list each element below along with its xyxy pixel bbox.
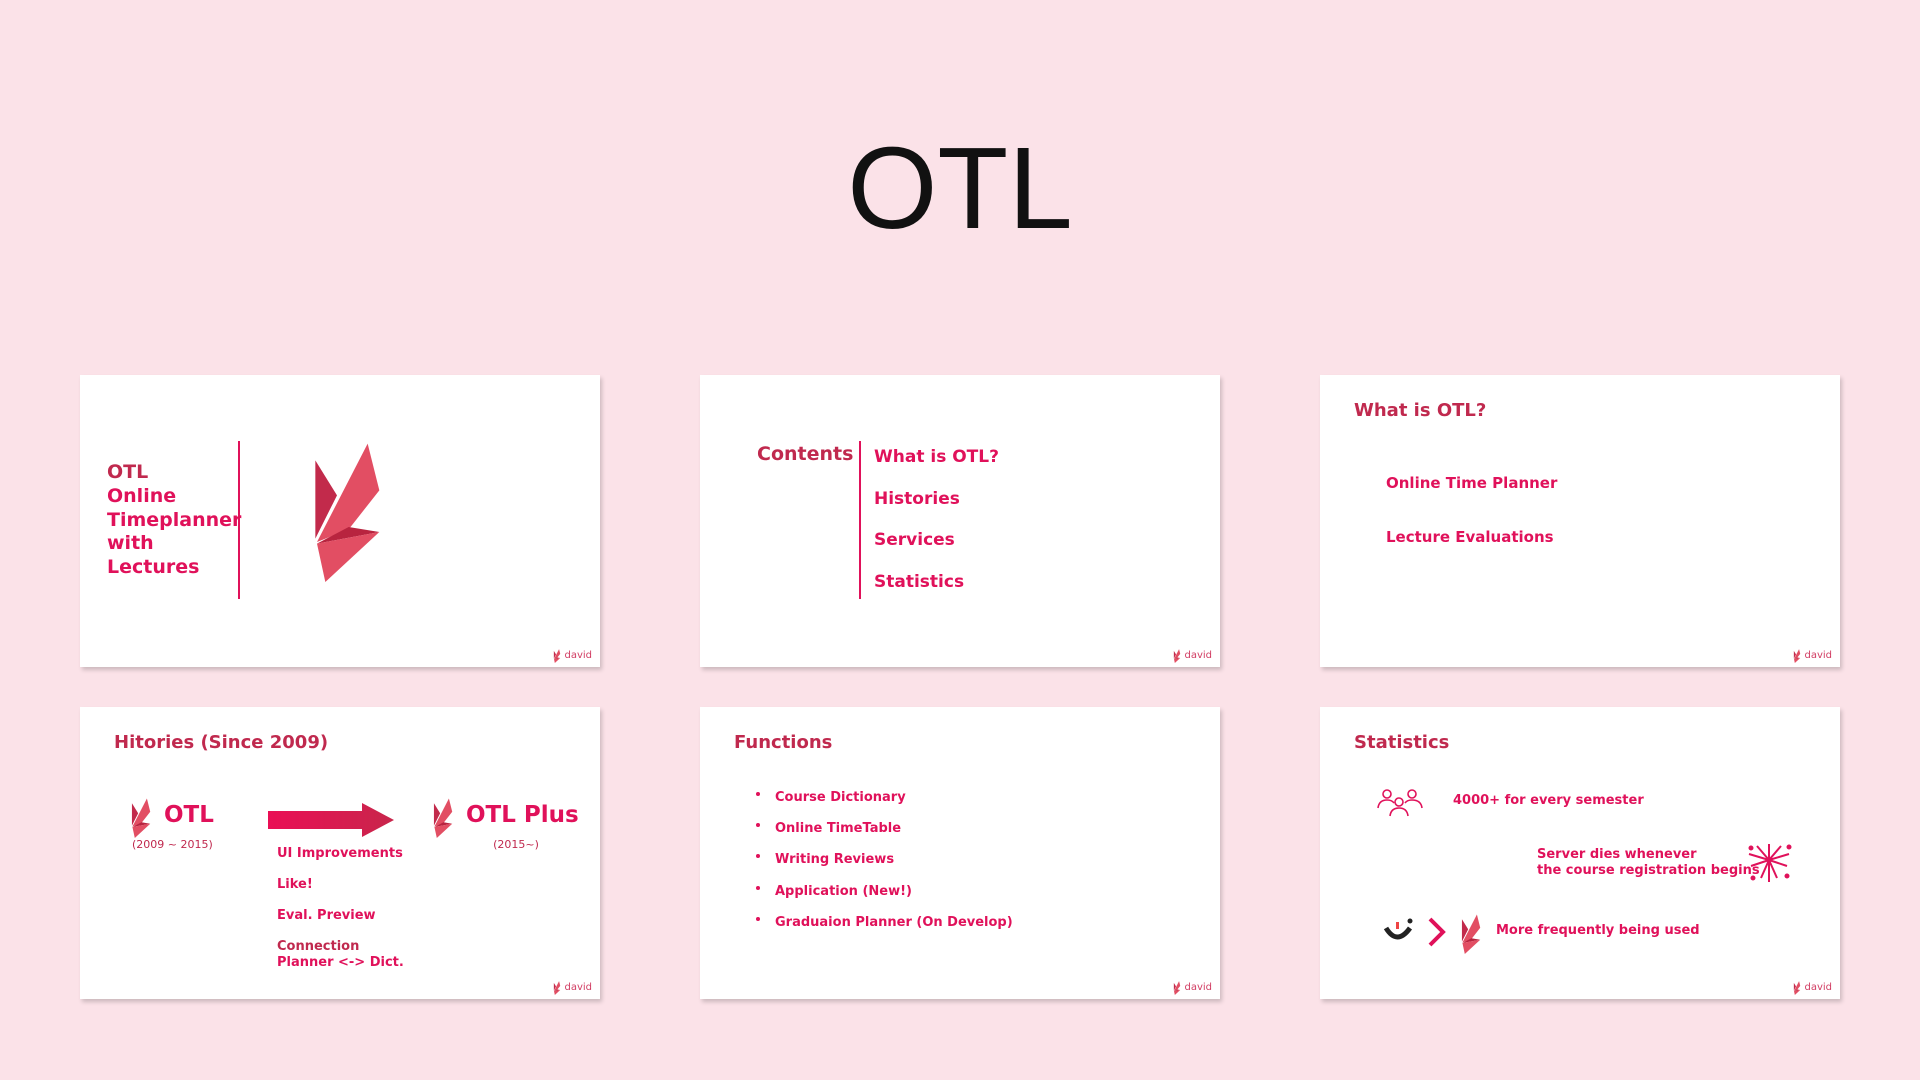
footer-brand: david xyxy=(553,979,592,993)
fireworks-icon xyxy=(1748,844,1792,882)
change-item: Like! xyxy=(277,877,313,892)
otl-logo-icon xyxy=(553,649,561,663)
otl-plus-name: OTL Plus xyxy=(466,802,579,828)
server-stat-line: Server dies whenever xyxy=(1537,847,1697,862)
otl-period: (2009 ~ 2015) xyxy=(132,838,213,851)
server-stat-line: the course registration begins xyxy=(1537,863,1760,878)
bullet xyxy=(756,854,760,858)
footer-brand: david xyxy=(1793,979,1832,993)
bullet xyxy=(756,917,760,921)
what-is-item: Online Time Planner xyxy=(1386,474,1558,492)
otl-logo-icon xyxy=(1793,981,1801,995)
slide-title: Functions xyxy=(734,732,833,753)
contents-item: Services xyxy=(874,530,955,550)
divider xyxy=(238,441,240,599)
otl-plus-period: (2015~) xyxy=(493,838,539,851)
change-item: Connection xyxy=(277,939,360,954)
bullet xyxy=(756,792,760,796)
cover-line: Online xyxy=(107,485,177,507)
slide-thumbnail-histories[interactable]: Hitories (Since 2009) OTL (2009 ~ 2015) … xyxy=(80,707,600,999)
change-item: Eval. Preview xyxy=(277,908,376,923)
arrow-right-icon xyxy=(268,803,394,837)
footer-label: david xyxy=(1184,981,1212,993)
competitor-smile-logo-icon xyxy=(1383,918,1413,940)
otl-logo-icon xyxy=(1461,914,1481,954)
footer-label: david xyxy=(1804,981,1832,993)
change-item: UI Improvements xyxy=(277,846,403,861)
function-item: Graduaion Planner (On Develop) xyxy=(775,915,1013,930)
contents-item: Histories xyxy=(874,489,960,509)
slide-thumbnail-what-is-otl[interactable]: What is OTL? Online Time Planner Lecture… xyxy=(1320,375,1840,667)
slide-thumbnail-statistics[interactable]: Statistics 4000+ for every semester Serv… xyxy=(1320,707,1840,999)
slide-thumbnail-cover[interactable]: OTL Online Timeplanner with Lectures dav… xyxy=(80,375,600,667)
footer-brand: david xyxy=(1173,979,1212,993)
function-item: Course Dictionary xyxy=(775,790,906,805)
slide-title: Hitories (Since 2009) xyxy=(114,732,329,753)
slide-title: Statistics xyxy=(1354,732,1450,753)
usage-stat: More frequently being used xyxy=(1496,923,1700,938)
cover-line: Lectures xyxy=(107,556,200,578)
contents-item: What is OTL? xyxy=(874,447,999,467)
slide-thumbnail-functions[interactable]: Functions Course Dictionary Online TimeT… xyxy=(700,707,1220,999)
function-item: Online TimeTable xyxy=(775,821,902,836)
otl-logo-icon xyxy=(313,442,381,582)
otl-logo-icon xyxy=(1793,649,1801,663)
footer-label: david xyxy=(564,649,592,661)
cover-line: Timeplanner xyxy=(107,509,242,531)
otl-logo-icon xyxy=(433,798,453,838)
users-group-icon xyxy=(1377,789,1423,817)
divider xyxy=(859,441,861,599)
bullet xyxy=(756,886,760,890)
bullet xyxy=(756,823,760,827)
what-is-item: Lecture Evaluations xyxy=(1386,528,1554,546)
contents-item: Statistics xyxy=(874,572,965,592)
footer-label: david xyxy=(564,981,592,993)
otl-logo-icon xyxy=(131,798,151,838)
change-item: Planner <-> Dict. xyxy=(277,955,404,970)
slide-thumbnail-contents[interactable]: Contents What is OTL? Histories Services… xyxy=(700,375,1220,667)
greater-than-icon xyxy=(1428,917,1446,947)
page-title: OTL xyxy=(847,123,1073,253)
function-item: Writing Reviews xyxy=(775,852,895,867)
function-item: Application (New!) xyxy=(775,884,912,899)
contents-title: Contents xyxy=(757,443,854,465)
otl-name: OTL xyxy=(164,802,214,828)
cover-line: OTL xyxy=(107,461,149,483)
footer-brand: david xyxy=(553,647,592,661)
users-stat: 4000+ for every semester xyxy=(1453,793,1644,808)
footer-brand: david xyxy=(1173,647,1212,661)
otl-logo-icon xyxy=(1173,649,1181,663)
footer-label: david xyxy=(1804,649,1832,661)
otl-logo-icon xyxy=(1173,981,1181,995)
slide-title: What is OTL? xyxy=(1354,400,1487,421)
footer-label: david xyxy=(1184,649,1212,661)
otl-logo-icon xyxy=(553,981,561,995)
footer-brand: david xyxy=(1793,647,1832,661)
cover-line: with xyxy=(107,532,154,554)
